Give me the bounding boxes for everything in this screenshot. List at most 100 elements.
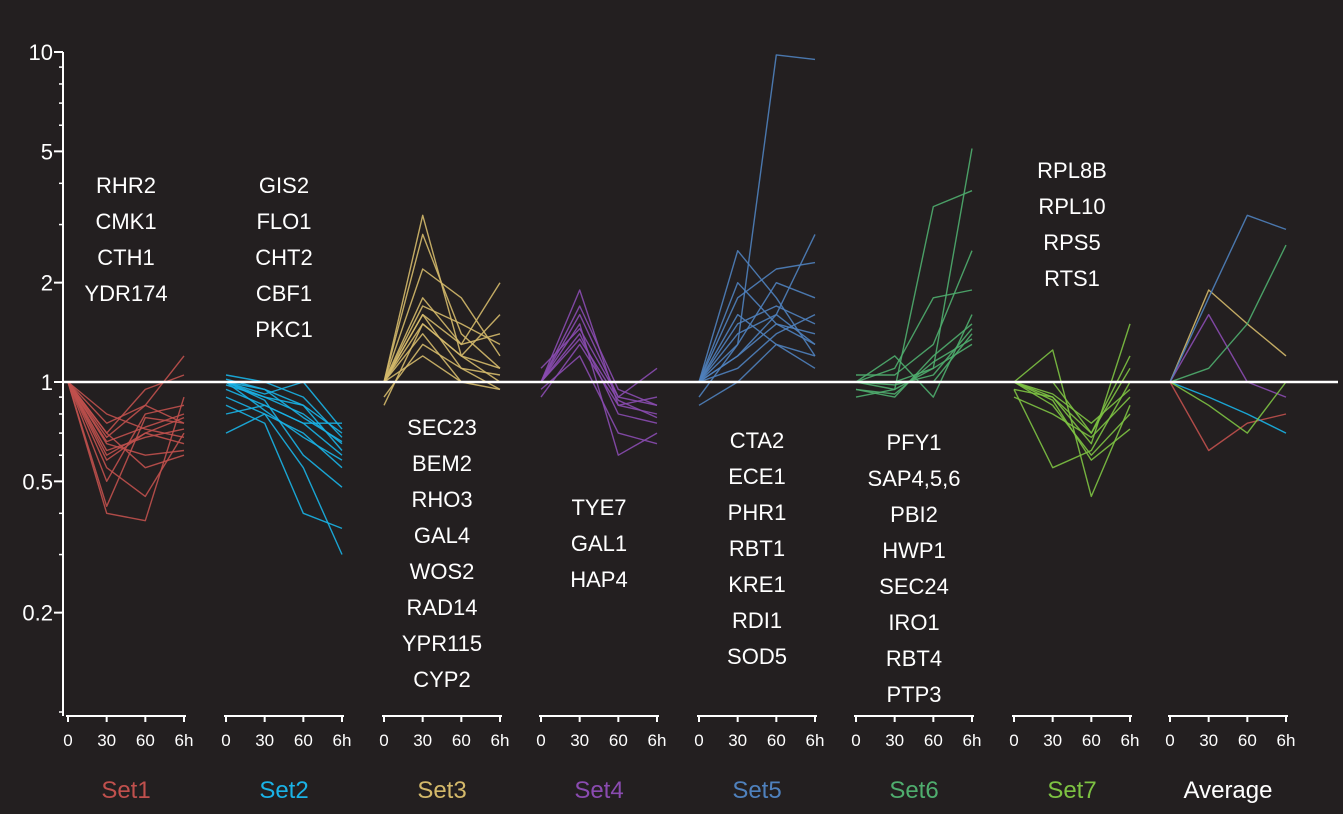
gene-label: RBT1	[729, 536, 785, 561]
gene-label: HWP1	[882, 538, 946, 563]
gene-label: CTA2	[730, 428, 785, 453]
gene-label: RBT4	[886, 646, 942, 671]
gene-label: SEC24	[879, 574, 949, 599]
series-line	[540, 323, 658, 456]
gene-label: KRE1	[728, 572, 785, 597]
set-label: Set2	[259, 777, 308, 804]
x-tick-label: 6h	[963, 731, 982, 750]
series-line	[698, 282, 816, 383]
series-line	[856, 148, 973, 383]
x-tick-label: 6h	[806, 731, 825, 750]
series-line	[1169, 289, 1287, 383]
series-line	[67, 381, 185, 456]
panel-set6: 0 30 60 6h Set6 PFY1 SAP4,5,6 PBI2 HWP1 SEC24 IRO1…	[851, 148, 982, 804]
y-tick-label: 0.5	[22, 469, 53, 494]
set-label: Set5	[732, 777, 781, 804]
x-tick-label: 30	[413, 731, 432, 750]
x-tick-label: 30	[885, 731, 904, 750]
series-line	[225, 381, 343, 430]
series-line	[225, 413, 343, 555]
panel-average: 0 30 60 6h Average	[1165, 214, 1296, 804]
gene-label: TYE7	[571, 495, 626, 520]
gene-label: RDI1	[732, 608, 782, 633]
gene-label: RAD14	[407, 595, 478, 620]
gene-label: YDR174	[84, 281, 167, 306]
series-line	[225, 404, 342, 424]
series-line	[67, 381, 185, 469]
gene-label: BEM2	[412, 451, 472, 476]
gene-label: FLO1	[256, 209, 311, 234]
gene-label: RPL10	[1038, 194, 1105, 219]
gene-label: PHR1	[728, 500, 787, 525]
series-line	[1013, 396, 1131, 438]
set-label: Set6	[889, 777, 938, 804]
gene-label: RPL8B	[1037, 158, 1107, 183]
x-tick-label: 30	[97, 731, 116, 750]
gene-label: GIS2	[259, 173, 309, 198]
gene-label: SEC23	[407, 415, 477, 440]
gene-label: CBF1	[256, 281, 312, 306]
set-label: Set7	[1047, 777, 1096, 804]
series-line	[225, 384, 343, 451]
series-line	[67, 355, 185, 424]
series-line	[698, 305, 816, 383]
y-tick-label: 2	[41, 271, 53, 296]
x-tick-label: 6h	[175, 731, 194, 750]
series-line	[855, 289, 973, 383]
gene-label: ECE1	[728, 464, 785, 489]
series-line	[540, 305, 658, 406]
series-line	[383, 343, 501, 398]
x-tick-label: 6h	[1277, 731, 1296, 750]
x-tick-label: 6h	[491, 731, 510, 750]
set-label: Set4	[574, 777, 623, 804]
series-line	[383, 282, 501, 383]
series-line	[855, 338, 973, 395]
gene-label: PKC1	[255, 317, 312, 342]
panel-set3: 0 30 60 6h Set3 SEC23 BEM2 RHO3 GAL4 WOS2 RAD14 YPR…	[379, 214, 510, 804]
series-line	[698, 323, 816, 383]
x-tick-label: 6h	[333, 731, 352, 750]
series-line	[383, 355, 501, 391]
gene-label: RHO3	[411, 487, 472, 512]
x-tick-label: 0	[1165, 731, 1174, 750]
panel-set4: 0 30 60 6h Set4 TYE7 GAL1 HAP4	[536, 289, 667, 804]
series-line	[698, 313, 816, 383]
series-line	[383, 313, 501, 383]
x-tick-label: 60	[767, 731, 786, 750]
gene-label: WOS2	[410, 559, 475, 584]
x-tick-label: 0	[63, 731, 72, 750]
series-line	[225, 388, 343, 456]
panel-set5: 0 30 60 6h Set5 CTA2 ECE1 PHR1 RBT1 KRE1 RDI1 SOD5	[694, 54, 825, 804]
panel-set1: 0 30 60 6h Set1 RHR2 CMK1 CTH1 YDR174	[63, 173, 193, 804]
series-line	[1013, 367, 1131, 434]
gene-label: HAP4	[570, 567, 627, 592]
series-line	[856, 250, 973, 376]
gene-label: SOD5	[727, 644, 787, 669]
series-line	[855, 190, 973, 391]
y-tick-label: 10	[29, 40, 53, 65]
series-line	[1169, 313, 1287, 398]
panels: 0 30 60 6h Set1 RHR2 CMK1 CTH1 YDR174 0 30 60 6h Set2…	[63, 54, 1296, 804]
x-tick-label: 30	[728, 731, 747, 750]
gene-label: PTP3	[886, 682, 941, 707]
series-line	[1169, 214, 1287, 383]
x-tick-label: 6h	[648, 731, 667, 750]
series-line	[1013, 323, 1131, 445]
series-line	[698, 343, 816, 406]
gene-label: CYP2	[413, 667, 470, 692]
series-line	[1169, 381, 1287, 434]
x-tick-label: 0	[536, 731, 545, 750]
x-tick-label: 60	[294, 731, 313, 750]
gene-label: CMK1	[95, 209, 156, 234]
series-line	[698, 313, 816, 383]
series-line	[67, 381, 185, 498]
series-line	[855, 314, 973, 398]
set-label: Set3	[417, 777, 466, 804]
series-line	[1013, 381, 1131, 424]
series-line	[1169, 244, 1287, 383]
x-tick-label: 0	[221, 731, 230, 750]
x-tick-label: 0	[851, 731, 860, 750]
series-line	[698, 282, 816, 398]
series-line	[383, 305, 501, 383]
